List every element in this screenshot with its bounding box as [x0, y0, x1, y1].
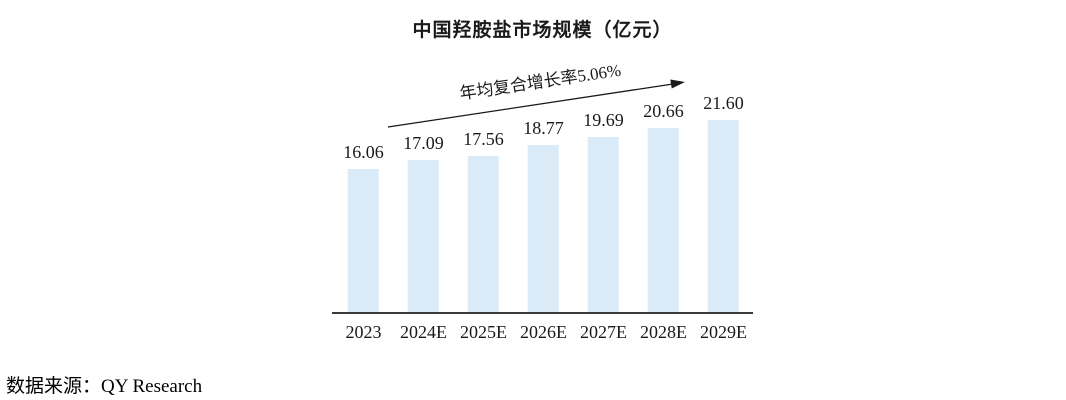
bar-group: 20.66	[643, 101, 684, 312]
bar-value-label: 21.60	[703, 93, 744, 113]
bar-value-label: 16.06	[343, 142, 384, 162]
bar	[468, 156, 499, 312]
x-axis-label: 2025E	[460, 322, 507, 342]
data-source-note: 数据来源：QY Research	[6, 376, 203, 397]
bar-value-label: 17.09	[403, 133, 444, 153]
chart-title: 中国羟胺盐市场规模（亿元）	[412, 20, 673, 41]
bar	[708, 120, 739, 312]
bar-value-label: 20.66	[643, 101, 684, 121]
bar-group: 17.56	[463, 129, 504, 312]
bar-group: 17.09	[403, 133, 444, 312]
bar-value-label: 17.56	[463, 129, 504, 149]
x-axis-label: 2028E	[640, 322, 687, 342]
bar-group: 19.69	[583, 110, 624, 312]
bar-value-label: 18.77	[523, 118, 564, 138]
growth-arrow-icon	[387, 79, 685, 128]
x-axis-label: 2026E	[520, 322, 567, 342]
x-axis-label: 2024E	[400, 322, 447, 342]
x-axis-label: 2029E	[700, 322, 747, 342]
bar	[528, 145, 559, 312]
bar-value-label: 19.69	[583, 110, 624, 130]
bar	[588, 137, 619, 312]
x-axis-label: 2023	[345, 322, 382, 342]
x-axis-line	[332, 312, 753, 314]
bar-group: 16.06	[343, 142, 384, 312]
bar-group: 18.77	[523, 118, 564, 312]
bar	[408, 160, 439, 312]
bar	[348, 169, 379, 312]
bar	[648, 128, 679, 312]
bar-group: 21.60	[703, 93, 744, 312]
x-axis-label: 2027E	[580, 322, 627, 342]
